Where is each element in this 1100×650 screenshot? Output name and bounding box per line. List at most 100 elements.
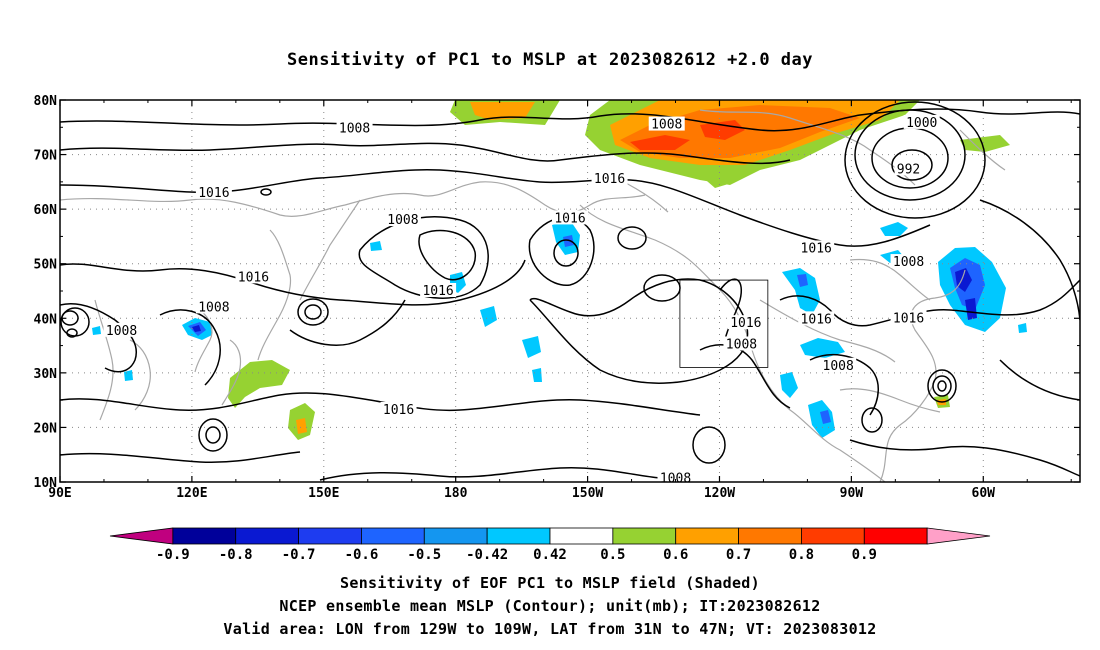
contour-label-bg: [384, 212, 421, 227]
colorbar-label: 0.9: [852, 547, 877, 563]
contour-label-bg: [380, 401, 417, 416]
contour-label-bg: [798, 240, 835, 255]
contour-label: 1008: [726, 337, 757, 352]
contour-label: 1016: [730, 316, 761, 331]
contour-label: 1008: [823, 359, 854, 374]
colorbar-label: 0.7: [726, 547, 751, 563]
shade-negative-light: [522, 336, 541, 358]
shade-positive-green: [228, 360, 290, 408]
contour-label: 1016: [383, 403, 414, 418]
shade-negative-light: [370, 241, 382, 251]
lat-tick-label: 30N: [34, 367, 58, 382]
lat-tick-label: 80N: [34, 94, 58, 109]
contour-label: 1016: [801, 312, 832, 327]
colorbar-label: 0.42: [533, 547, 567, 563]
colorbar-swatch: [675, 527, 739, 545]
colorbar-swatch: [361, 527, 425, 545]
caption-shading: Sensitivity of EOF PC1 to MSLP field (Sh…: [340, 574, 760, 592]
lon-tick-label: 90E: [48, 486, 71, 501]
shade-negative-light: [532, 368, 542, 382]
shade-negative-dark: [965, 298, 977, 320]
colorbar-swatch: [612, 527, 677, 545]
contour-label: 1016: [422, 284, 453, 299]
colorbar-swatch: [172, 527, 237, 545]
colorbar-swatch: [486, 527, 551, 545]
shade-negative: [820, 410, 831, 424]
caption-valid-area: Valid area: LON from 129W to 109W, LAT f…: [223, 620, 877, 638]
lon-tick-label: 150W: [572, 486, 603, 501]
lat-lon-grid: [60, 100, 1080, 482]
shade-negative: [797, 274, 808, 287]
contour-label: 1016: [594, 172, 625, 187]
contour-label: 1016: [801, 241, 832, 256]
contour-label: 992: [897, 162, 920, 177]
lon-tick-label: 120E: [176, 486, 207, 501]
mslp-contours: [60, 101, 1080, 481]
lon-axis: 90E 120E 150E 180 150W 120W 90W 60W: [48, 100, 1072, 501]
valid-area-box: [679, 279, 769, 368]
shade-negative-light: [780, 372, 798, 398]
lat-tick-label: 40N: [34, 312, 58, 327]
shade-positive-green: [700, 170, 735, 188]
lat-tick-label: 20N: [34, 421, 58, 436]
contour-label-bg: [890, 310, 927, 325]
lat-tick-label: 60N: [34, 203, 58, 218]
shade-negative-light: [808, 400, 835, 438]
lon-tick-label: 60W: [972, 486, 996, 501]
shade-positive-orange: [296, 418, 307, 434]
lat-tick-label: 10N: [34, 476, 58, 491]
contour-label: 1008: [893, 255, 924, 270]
plot-frame: [59, 99, 1081, 483]
contour-label: 1016: [554, 211, 585, 226]
colorbar-swatch: [298, 527, 362, 545]
shade-negative-light: [1018, 323, 1027, 333]
contour-label-bg: [723, 336, 760, 351]
contour-label-bg: [336, 120, 373, 135]
shade-positive-red: [630, 135, 690, 150]
colorbar-swatch: [801, 527, 865, 545]
contour-label-bg: [648, 116, 685, 131]
colorbar-swatch: [926, 527, 991, 545]
contour-label-bg: [903, 114, 940, 129]
lat-tick-label: 70N: [34, 149, 58, 164]
colorbar-label: -0.42: [466, 547, 508, 563]
colorbar-swatch: [423, 527, 488, 545]
shade-positive-green: [960, 135, 1010, 152]
lon-tick-label: 150E: [308, 486, 339, 501]
lat-tick-label: 50N: [34, 258, 58, 273]
colorbar-label: 0.5: [600, 547, 625, 563]
contour-label: 1008: [387, 213, 418, 228]
shade-negative-light: [782, 268, 820, 315]
lat-axis: 10N 20N 30N 40N 50N 60N 70N 80N: [34, 94, 1080, 491]
contour-label-bg: [195, 184, 232, 199]
caption-contour: NCEP ensemble mean MSLP (Contour); unit(…: [279, 597, 821, 615]
colorbar-label: -0.5: [407, 547, 441, 563]
shade-negative-light: [92, 326, 101, 335]
contour-label: 1008: [106, 324, 137, 339]
contour-labels: 1008 1008 1000 992 1016 1016 1008 1016 1016 1008 1…: [103, 114, 940, 487]
colorbar-label: -0.8: [219, 547, 253, 563]
contour-label-bg: [894, 161, 923, 176]
lon-tick-label: 180: [444, 486, 468, 501]
contour-label-bg: [420, 283, 457, 297]
contour-label-bg: [890, 254, 927, 269]
contour-label: 1008: [339, 121, 370, 136]
colorbar-label: -0.7: [282, 547, 316, 563]
shade-positive-orange: [470, 102, 535, 120]
colorbar-label: -0.6: [345, 547, 379, 563]
contour-label-bg: [820, 357, 857, 372]
contour-label-bg: [552, 210, 588, 225]
chart-title: Sensitivity of PC1 to MSLP at 2023082612…: [286, 50, 813, 70]
colorbar-label: -0.9: [156, 547, 190, 563]
shade-positive-red: [700, 120, 745, 140]
contour-label: 1016: [893, 311, 924, 326]
colorbar-swatch: [235, 527, 299, 545]
contour-label-bg: [103, 322, 140, 337]
colorbar-label: 0.6: [663, 547, 688, 563]
shade-negative-dark: [955, 268, 972, 292]
shade-negative-light: [124, 370, 133, 381]
contour-label-bg: [235, 269, 272, 284]
contour-label: 1000: [906, 116, 937, 131]
contour-label: 1008: [198, 300, 229, 315]
